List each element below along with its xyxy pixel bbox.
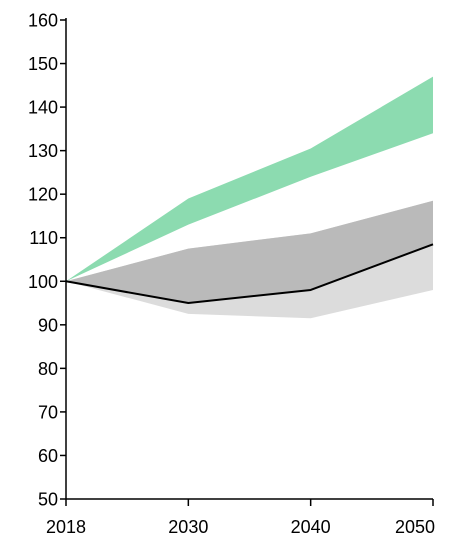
labels-layer: 50 60 70 80 90 100 110 120 130 140 150 160 2018 2030 2… bbox=[28, 11, 435, 538]
y-tick-label: 100 bbox=[28, 272, 58, 292]
band-0 bbox=[66, 76, 433, 282]
y-tick-label: 80 bbox=[38, 359, 58, 379]
series-line-0 bbox=[65, 243, 434, 305]
x-tick-label: 2030 bbox=[168, 517, 208, 537]
x-tick-label: 2050 bbox=[395, 517, 435, 537]
x-tick-label: 2040 bbox=[291, 517, 331, 537]
x-tick-label: 2018 bbox=[46, 517, 86, 537]
y-tick-label: 120 bbox=[28, 185, 58, 205]
bands-layer bbox=[66, 76, 433, 319]
y-tick-label: 60 bbox=[38, 446, 58, 466]
y-tick-label: 90 bbox=[38, 315, 58, 335]
axes-layer bbox=[60, 18, 434, 506]
y-tick-label: 150 bbox=[28, 54, 58, 74]
y-tick-label: 130 bbox=[28, 141, 58, 161]
y-tick-label: 70 bbox=[38, 402, 58, 422]
y-tick-label: 160 bbox=[28, 11, 58, 31]
lines-layer bbox=[65, 243, 434, 305]
y-tick-label: 110 bbox=[29, 228, 58, 248]
y-tick-label: 50 bbox=[38, 490, 58, 510]
y-tick-label: 140 bbox=[28, 98, 58, 118]
band-2 bbox=[66, 200, 433, 304]
